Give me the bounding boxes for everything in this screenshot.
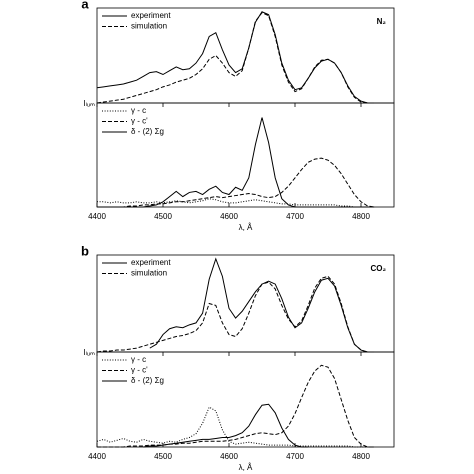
y-axis-label: Iₗᵤₘ (83, 99, 95, 108)
series-line (97, 364, 375, 448)
legend-label: experiment (131, 11, 171, 20)
legend-label: simulation (131, 22, 167, 31)
series-line (97, 198, 375, 208)
plot-frame (96, 351, 395, 448)
x-tick-label: 4400 (88, 452, 106, 461)
series-line (97, 117, 375, 208)
x-tick-label: 4700 (286, 452, 304, 461)
series-line (143, 403, 309, 448)
x-tick-label: 4600 (220, 452, 238, 461)
x-axis-label: λ, Å (239, 223, 253, 232)
x-tick-label: 4600 (220, 212, 238, 221)
x-tick-label: 4800 (352, 452, 370, 461)
y-axis-label: Iₗᵤₘ (83, 348, 95, 357)
legend-label: γ - c' (131, 117, 148, 126)
panel-label: a (81, 0, 89, 11)
plot-frame (96, 102, 395, 208)
series-line (96, 406, 375, 448)
legend-label: γ - c (131, 355, 146, 364)
series-line (96, 12, 375, 104)
panel-label: b (81, 243, 89, 258)
legend-label: experiment (131, 258, 171, 267)
x-axis-label: λ, Å (239, 463, 253, 472)
legend-label: δ - (2) Σg (131, 376, 164, 385)
species-label: CO₂ (370, 264, 386, 273)
series-line (97, 157, 375, 208)
legend-label: δ - (2) Σg (131, 127, 164, 136)
legend-label: simulation (131, 269, 167, 278)
x-tick-label: 4500 (154, 212, 172, 221)
legend-label: γ - c (131, 106, 146, 115)
x-tick-label: 4500 (154, 452, 172, 461)
species-label: N₂ (377, 17, 387, 26)
x-tick-label: 4700 (286, 212, 304, 221)
series-line (96, 275, 375, 353)
x-tick-label: 4400 (88, 212, 106, 221)
legend-label: γ - c' (131, 366, 148, 375)
x-tick-label: 4800 (352, 212, 370, 221)
series-line (149, 257, 375, 353)
